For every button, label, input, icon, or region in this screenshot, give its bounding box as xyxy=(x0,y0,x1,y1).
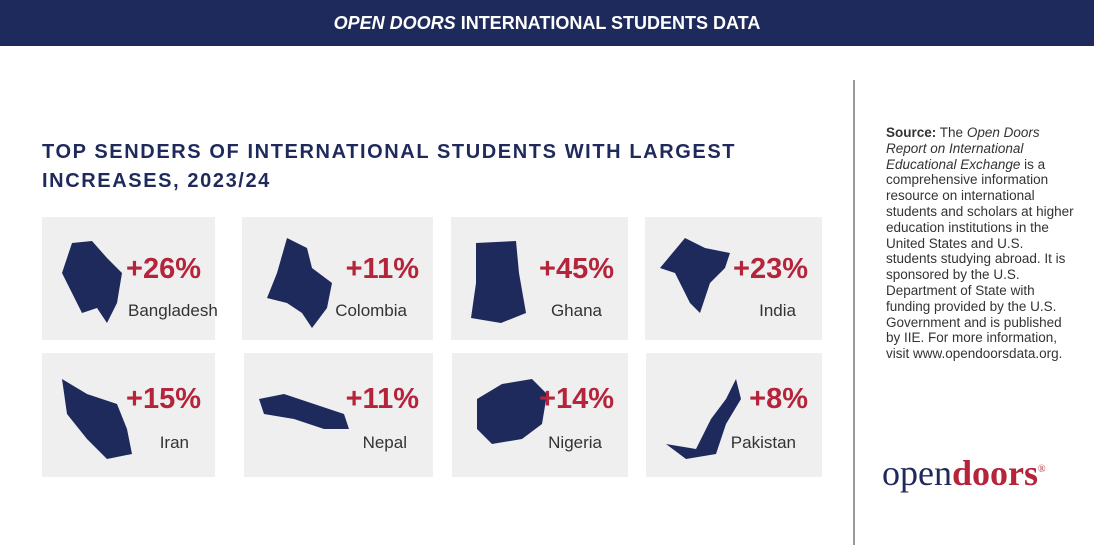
logo-second: doors xyxy=(951,453,1038,493)
country: Bangladesh xyxy=(128,301,218,320)
country-shape xyxy=(62,241,122,323)
country: Iran xyxy=(159,433,189,452)
country-map xyxy=(267,238,332,328)
change: +45% xyxy=(539,253,614,285)
country-map xyxy=(666,379,741,459)
divider xyxy=(853,80,855,545)
title: TOP SENDERS OF INTERNATIONAL STUDENTS WI… xyxy=(42,141,737,192)
country-map xyxy=(660,238,730,313)
logo-mark: ® xyxy=(1038,464,1046,475)
country-card: +11% Colombia xyxy=(242,217,433,340)
country-shape xyxy=(267,238,332,328)
country-shape xyxy=(666,379,741,459)
country-card: +14% Nigeria xyxy=(452,353,628,477)
country-card: +8% Pakistan xyxy=(646,353,822,477)
country-card: +11% Nepal xyxy=(244,353,433,477)
change: +11% xyxy=(345,253,419,285)
country: Pakistan xyxy=(730,433,796,452)
country-map xyxy=(62,241,122,323)
logo-first: open xyxy=(882,453,952,493)
header-title: INTERNATIONAL STUDENTS DATA xyxy=(460,13,761,33)
country: Nigeria xyxy=(548,433,602,452)
country-shape xyxy=(471,241,526,323)
source-lead: The xyxy=(939,125,964,140)
change: +26% xyxy=(126,253,201,285)
country: Colombia xyxy=(335,301,407,320)
source-label: Source: xyxy=(886,125,937,140)
country-shape xyxy=(259,394,349,429)
country-map xyxy=(471,241,526,323)
change: +8% xyxy=(749,383,808,415)
change: +15% xyxy=(126,383,201,415)
source-report: Open Doors Report on International Educa… xyxy=(886,125,1040,172)
country-shape xyxy=(477,379,547,444)
country: Ghana xyxy=(550,301,602,320)
header: OPEN DOORS INTERNATIONAL STUDENTS DATA xyxy=(0,0,1094,46)
header-brand: OPEN DOORS xyxy=(333,13,456,33)
change: +14% xyxy=(539,383,614,415)
country-card: +23% India xyxy=(645,217,822,340)
country-shape xyxy=(62,379,132,459)
source: Source: The Open Doors Report on Interna… xyxy=(886,125,1078,362)
country-shape xyxy=(660,238,730,313)
logo: opendoors® xyxy=(882,452,1046,494)
country-card: +15% Iran xyxy=(42,353,215,477)
change: +23% xyxy=(733,253,808,285)
country-map xyxy=(259,394,349,429)
country: Nepal xyxy=(362,433,407,452)
country-map xyxy=(477,379,547,444)
change: +11% xyxy=(345,383,419,415)
country: India xyxy=(759,301,796,320)
country-map xyxy=(62,379,132,459)
country-card: +45% Ghana xyxy=(451,217,628,340)
country-card: +26% Bangladesh xyxy=(42,217,218,340)
source-text: is a comprehensive information resource … xyxy=(886,156,1074,362)
